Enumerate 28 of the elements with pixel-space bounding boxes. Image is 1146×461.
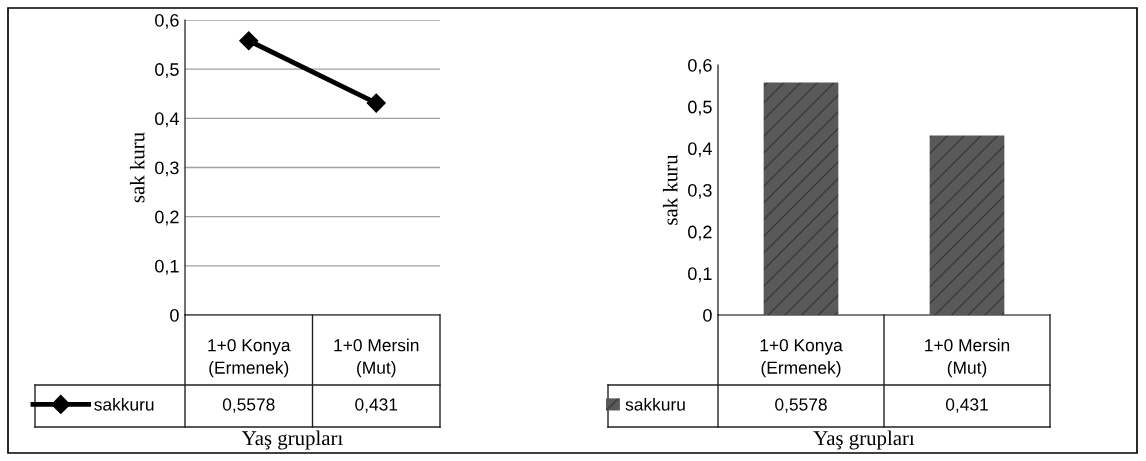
y-tick-label: 0,4 — [688, 142, 712, 158]
y-tick-label: 0,1 — [155, 259, 179, 275]
y-tick-label: 0,2 — [155, 210, 179, 226]
y-tick-label: 0,4 — [155, 112, 179, 128]
x-tick-label: 1+0 Mersin (Mut) — [334, 338, 419, 378]
x-axis-title: Yaş grupları — [813, 430, 915, 450]
y-tick-label: 0,2 — [688, 225, 712, 241]
y-tick-label: 0,3 — [155, 161, 179, 177]
x-tick-label: 1+0 Konya (Ermenek) — [208, 339, 291, 378]
x-axis-title: Yaş grupları — [242, 430, 343, 450]
data-label: 0,5578 — [222, 398, 275, 413]
y-tick-label: 0 — [703, 308, 712, 322]
y-tick-label: 0,6 — [688, 58, 712, 74]
x-tick-label: 1+0 Mersin (Mut) — [925, 338, 1010, 378]
legend-label: sakkuru — [94, 397, 154, 411]
data-label: 0,431 — [945, 398, 988, 413]
data-label: 0,431 — [355, 398, 398, 413]
y-tick-label: 0,3 — [688, 183, 712, 199]
data-label: 0,5578 — [775, 398, 827, 413]
legend-label: sakkuru — [625, 397, 685, 411]
y-axis-title: sak kuru — [129, 132, 145, 203]
y-axis-title: sak kuru — [662, 154, 678, 225]
y-tick-label: 0,5 — [155, 63, 179, 79]
x-tick-label: 1+0 Konya (Ermenek) — [760, 339, 843, 378]
y-tick-label: 0,6 — [155, 13, 179, 29]
y-tick-label: 0 — [170, 308, 179, 322]
y-tick-label: 0,5 — [688, 100, 712, 116]
y-tick-label: 0,1 — [688, 267, 712, 283]
